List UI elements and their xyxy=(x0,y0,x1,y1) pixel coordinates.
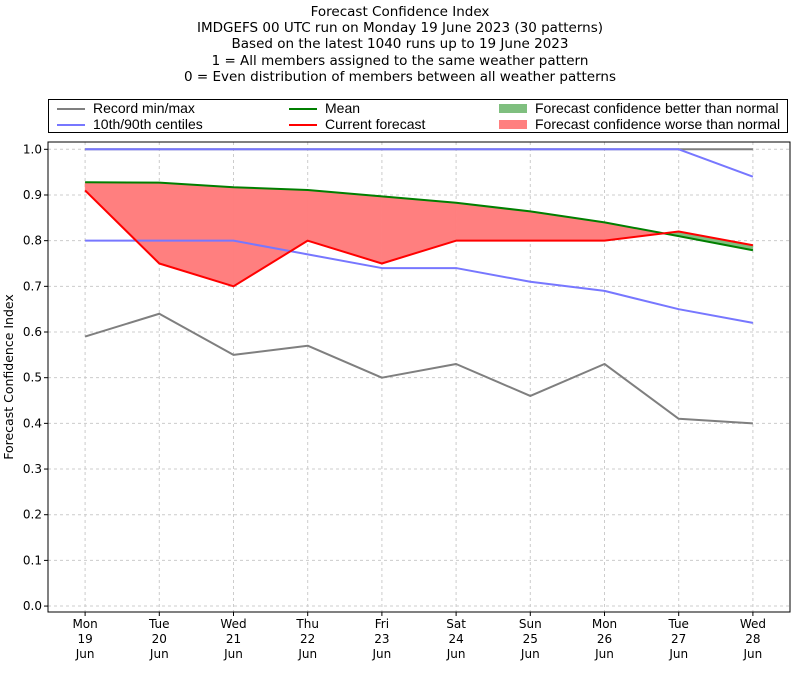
x-tick-label: Fri xyxy=(375,617,389,631)
current-forecast-line xyxy=(84,189,754,288)
x-tick-label: Jun xyxy=(223,647,243,661)
x-tick-label: Wed xyxy=(220,617,246,631)
y-tick-label: 0.7 xyxy=(23,279,42,293)
x-tick-label: Jun xyxy=(446,647,466,661)
y-tick-label: 0.0 xyxy=(23,599,42,613)
legend-swatch xyxy=(499,104,527,113)
x-tick-label: 27 xyxy=(671,632,686,646)
legend-entry: Forecast confidence better than normal xyxy=(499,101,779,116)
legend: Record min/max 10th/90th centiles Mean C… xyxy=(48,99,788,133)
x-tick-label: Tue xyxy=(667,617,689,631)
y-tick-label: 0.1 xyxy=(23,553,42,567)
legend-label: Current forecast xyxy=(325,116,426,132)
10th-centile-line xyxy=(85,239,754,324)
x-tick-label: Wed xyxy=(740,617,766,631)
x-tick-label: Tue xyxy=(148,617,170,631)
x-tick-label: 23 xyxy=(374,632,389,646)
worse-than-normal-fill xyxy=(455,202,531,241)
x-tick-label: Thu xyxy=(295,617,319,631)
x-tick-label: 20 xyxy=(152,632,167,646)
x-tick-label: Sat xyxy=(446,617,466,631)
x-tick-label: 25 xyxy=(523,632,538,646)
x-tick-label: Mon xyxy=(72,617,97,631)
worse-than-normal-fill xyxy=(530,211,605,241)
legend-entry: Record min/max xyxy=(57,101,195,116)
legend-swatch xyxy=(289,107,317,110)
legend-label: Record min/max xyxy=(93,100,195,116)
legend-swatch xyxy=(57,107,85,110)
y-tick-label: 0.9 xyxy=(23,188,42,202)
x-tick-label: 22 xyxy=(300,632,315,646)
x-tick-label: Jun xyxy=(297,647,317,661)
y-tick-label: 1.0 xyxy=(23,142,42,156)
y-tick-label: 0.4 xyxy=(23,416,42,430)
title-line: 1 = All members assigned to the same wea… xyxy=(211,52,589,69)
x-tick-label: Jun xyxy=(668,647,688,661)
worse-than-normal-fill xyxy=(233,186,308,287)
record-min-line xyxy=(84,312,753,425)
y-tick-label: 0.6 xyxy=(23,325,42,339)
y-tick-label: 0.2 xyxy=(23,508,42,522)
x-tick-label: Jun xyxy=(743,647,763,661)
legend-label: Mean xyxy=(325,100,361,116)
legend-label: Forecast confidence worse than normal xyxy=(535,116,781,132)
legend-entry: 10th/90th centiles xyxy=(57,117,203,132)
legend-label: Forecast confidence better than normal xyxy=(535,100,779,116)
x-tick-label: Jun xyxy=(594,647,614,661)
chart-title: Forecast Confidence Index IMDGEFS 00 UTC… xyxy=(0,4,800,85)
worse-than-normal-fill xyxy=(381,196,457,264)
x-tick-label: 24 xyxy=(448,632,463,646)
title-line: Forecast Confidence Index xyxy=(310,4,490,20)
x-tick-label: Sun xyxy=(519,617,542,631)
x-tick-label: 21 xyxy=(226,632,241,646)
x-tick-label: Jun xyxy=(372,647,392,661)
y-tick-label: 0.5 xyxy=(23,371,42,385)
x-tick-label: 26 xyxy=(597,632,612,646)
y-axis-label: Forecast Confidence Index xyxy=(1,294,16,460)
title-line: Based on the latest 1040 runs up to 19 J… xyxy=(231,36,569,53)
90th-centile-line xyxy=(85,148,754,178)
title-line: IMDGEFS 00 UTC run on Monday 19 June 202… xyxy=(196,20,604,37)
x-tick-label: Mon xyxy=(592,617,617,631)
legend-entry: Mean xyxy=(289,101,360,116)
x-tick-label: 28 xyxy=(745,632,760,646)
mean-line xyxy=(85,181,754,252)
legend-label: 10th/90th centiles xyxy=(93,116,203,132)
y-tick-label: 0.8 xyxy=(23,234,42,248)
legend-entry: Current forecast xyxy=(289,117,425,132)
x-tick-label: 19 xyxy=(77,632,92,646)
legend-entry: Forecast confidence worse than normal xyxy=(499,117,780,132)
legend-swatch xyxy=(289,123,317,126)
worse-than-normal-fill xyxy=(159,182,234,287)
legend-swatch xyxy=(499,120,527,129)
x-tick-label: Jun xyxy=(149,647,169,661)
legend-swatch xyxy=(57,123,85,126)
y-tick-label: 0.3 xyxy=(23,462,42,476)
title-line: 0 = Even distribution of members between… xyxy=(183,68,617,85)
x-tick-label: Jun xyxy=(75,647,95,661)
plot-frame xyxy=(47,141,791,613)
x-tick-label: Jun xyxy=(520,647,540,661)
